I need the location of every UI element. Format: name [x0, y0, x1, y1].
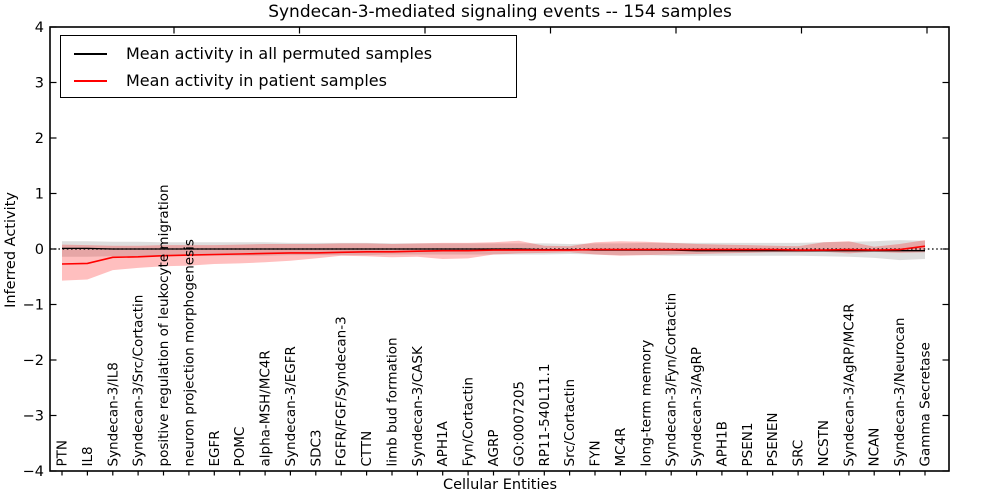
- y-axis-label: Inferred Activity: [3, 192, 19, 308]
- x-tick-label: APH1B: [714, 421, 730, 466]
- x-tick-label: POMC: [232, 427, 248, 467]
- x-tick-label: PSEN1: [740, 423, 756, 467]
- y-tick-label: 0: [35, 242, 44, 258]
- x-tick-label: Syndecan-3/Fyn/Cortactin: [664, 293, 680, 467]
- x-tick-label: RP11-540L11.1: [537, 364, 553, 467]
- x-axis-label: Cellular Entities: [442, 477, 558, 493]
- x-tick-label: FYN: [588, 440, 604, 466]
- x-tick-label: GO:0007205: [511, 381, 527, 467]
- legend-item-permuted: Mean activity in all permuted samples: [61, 40, 516, 67]
- x-tick-label: PSENEN: [765, 413, 781, 467]
- y-tick-label: 1: [35, 187, 44, 203]
- legend-label-patient: Mean activity in patient samples: [126, 71, 387, 90]
- y-tick-labels: 4 3 2 1 0 −1 −2 −3 −4: [23, 20, 44, 480]
- x-tick-label: Syndecan-3/Src/Cortactin: [131, 295, 147, 467]
- x-tick-label: PTN: [55, 440, 71, 467]
- x-tick-label: limb bud formation: [385, 337, 401, 466]
- y-tick-label: −4: [23, 464, 44, 480]
- x-tick-label: IL8: [80, 446, 96, 466]
- x-tick-label: Syndecan-3/EGFR: [283, 346, 299, 466]
- x-tick-label: SDC3: [308, 430, 324, 467]
- x-tick-label: Fyn/Cortactin: [461, 377, 477, 466]
- y-tick-label: −3: [23, 409, 44, 425]
- x-tick-labels: PTN IL8 Syndecan-3/IL8 Syndecan-3/Src/Corta…: [55, 184, 934, 466]
- y-tick-label: 3: [35, 76, 44, 92]
- y-tick-label: −1: [23, 298, 44, 314]
- x-tick-label: AGRP: [486, 430, 502, 467]
- y-tick-label: −2: [23, 353, 44, 369]
- x-tick-label: APH1A: [435, 420, 451, 466]
- legend-label-permuted: Mean activity in all permuted samples: [126, 44, 433, 63]
- x-tick-label: NCSTN: [816, 420, 832, 466]
- x-tick-label: CTTN: [359, 431, 375, 467]
- axis-frame: [49, 26, 950, 472]
- legend-line-red: [74, 79, 107, 82]
- x-tick-label: Src/Cortactin: [562, 379, 578, 467]
- x-tick-label: NCAN: [867, 428, 883, 467]
- x-tick-label: Syndecan-3/CASK: [410, 345, 426, 466]
- legend-line-black: [74, 52, 107, 55]
- x-tick-label: Syndecan-3/AgRP/MC4R: [841, 303, 857, 466]
- y-tick-label: 2: [35, 131, 44, 147]
- line-patient-mean: [61, 245, 926, 265]
- x-tick-label: neuron projection morphogenesis: [181, 239, 197, 466]
- x-tick-label: long-term memory: [638, 340, 654, 467]
- y-tick-label: 4: [35, 20, 44, 36]
- x-tick-label: Syndecan-3/AgRP: [689, 347, 705, 467]
- x-tick-label: Syndecan-3/Neurocan: [892, 318, 908, 467]
- x-tick-label: FGFR/FGF/Syndecan-3: [334, 316, 350, 466]
- chart-title: Syndecan-3-mediated signaling events -- …: [268, 2, 732, 22]
- legend-item-patient: Mean activity in patient samples: [61, 67, 516, 94]
- x-tick-label: Syndecan-3/IL8: [105, 362, 121, 466]
- x-tick-label: MC4R: [613, 427, 629, 466]
- x-tick-label: alpha-MSH/MC4R: [258, 350, 274, 466]
- x-tick-label: EGFR: [207, 430, 223, 466]
- legend: Mean activity in all permuted samples Me…: [60, 35, 517, 98]
- line-permuted-mean: [62, 247, 925, 252]
- x-tick-label: positive regulation of leukocyte migrati…: [156, 184, 172, 466]
- x-tick-label: SRC: [791, 440, 807, 467]
- x-tick-label: Gamma Secretase: [918, 342, 934, 466]
